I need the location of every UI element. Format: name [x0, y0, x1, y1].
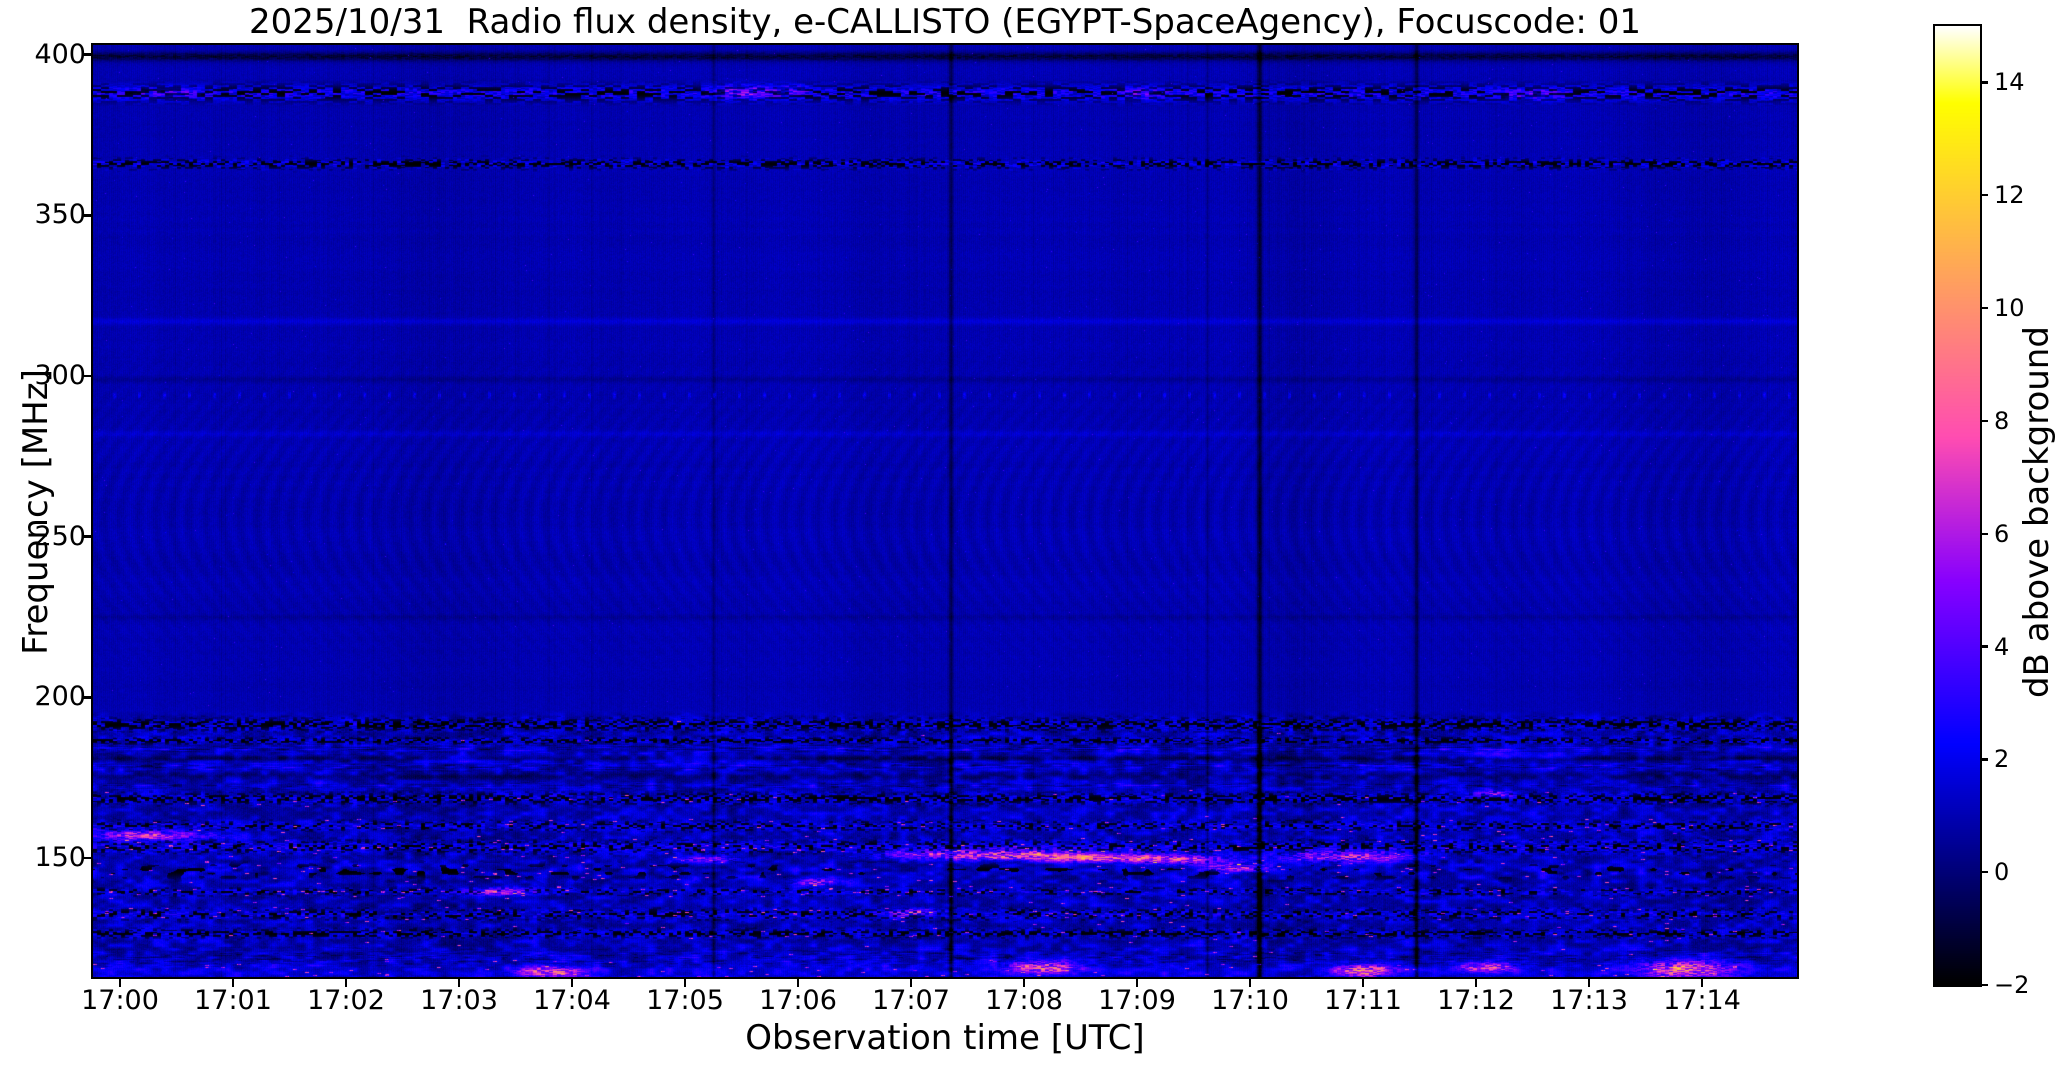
- x-tick-mark: [457, 978, 461, 987]
- colorbar-tick-label: 12: [1994, 181, 2025, 210]
- x-tick-mark: [683, 978, 687, 987]
- y-tick-mark: [82, 374, 91, 378]
- colorbar-tick-mark: [1980, 758, 1988, 761]
- colorbar-tick-mark: [1980, 81, 1988, 84]
- x-tick-label: 17:12: [1437, 985, 1515, 1016]
- x-axis-label: Observation time [UTC]: [745, 1018, 1145, 1058]
- x-tick-mark: [118, 978, 122, 987]
- colorbar-tick-mark: [1980, 983, 1988, 987]
- y-tick-label: 250: [34, 520, 86, 552]
- colorbar-tick-label: 6: [1994, 519, 2010, 548]
- colorbar-tick-label: 8: [1994, 406, 2010, 435]
- x-tick-mark: [796, 978, 800, 987]
- x-tick-label: 17:04: [533, 985, 611, 1016]
- x-tick-mark: [1248, 978, 1252, 987]
- y-tick-label: 300: [34, 360, 86, 392]
- colorbar-tick-label: 2: [1994, 745, 2010, 774]
- y-tick-mark: [82, 535, 91, 538]
- y-tick-label: 200: [34, 681, 86, 713]
- colorbar-tick-mark: [1980, 194, 1988, 197]
- colorbar-tick-mark: [1980, 306, 1988, 310]
- colorbar-canvas: [1933, 24, 1982, 987]
- x-tick-mark: [1700, 978, 1704, 987]
- spectrogram-canvas: [91, 43, 1799, 979]
- colorbar-label: dB above background: [2017, 326, 2057, 698]
- x-tick-label: 17:13: [1550, 985, 1628, 1016]
- x-tick-label: 17:10: [1211, 985, 1289, 1016]
- colorbar-tick-mark: [1980, 532, 1988, 535]
- x-tick-mark: [1361, 978, 1365, 987]
- y-tick-label: 400: [34, 38, 86, 70]
- x-tick-mark: [231, 978, 235, 987]
- x-tick-label: 17:11: [1324, 985, 1402, 1016]
- x-tick-mark: [1474, 978, 1478, 987]
- chart-title: 2025/10/31 Radio flux density, e-CALLIST…: [249, 2, 1641, 42]
- x-tick-mark: [1587, 978, 1591, 987]
- x-tick-label: 17:05: [646, 985, 724, 1016]
- x-tick-label: 17:01: [194, 985, 272, 1016]
- y-tick-label: 350: [34, 199, 86, 231]
- x-tick-mark: [1022, 978, 1026, 987]
- y-tick-mark: [82, 696, 91, 699]
- x-tick-label: 17:00: [81, 985, 159, 1016]
- x-tick-mark: [570, 978, 574, 987]
- x-tick-label: 17:09: [1098, 985, 1176, 1016]
- colorbar-tick-mark: [1980, 419, 1988, 423]
- y-tick-label: 150: [34, 842, 86, 874]
- colorbar-tick-label: 0: [1994, 858, 2010, 887]
- x-tick-mark: [909, 978, 913, 987]
- x-tick-label: 17:02: [307, 985, 385, 1016]
- x-tick-mark: [344, 978, 348, 987]
- colorbar-tick-label: 4: [1994, 632, 2010, 661]
- y-tick-mark: [82, 53, 91, 56]
- x-tick-label: 17:06: [759, 985, 837, 1016]
- colorbar-tick-label: 14: [1994, 68, 2025, 97]
- x-tick-mark: [1135, 978, 1139, 987]
- colorbar-tick-mark: [1980, 870, 1988, 874]
- colorbar-tick-label: −2: [1994, 971, 2030, 999]
- y-tick-mark: [82, 856, 91, 860]
- x-tick-label: 17:03: [420, 985, 498, 1016]
- y-tick-mark: [82, 214, 91, 217]
- colorbar-tick-label: 10: [1994, 294, 2025, 323]
- colorbar-tick-mark: [1980, 645, 1988, 648]
- x-tick-label: 17:07: [872, 985, 950, 1016]
- y-axis-label: Frequency [MHz]: [16, 369, 56, 655]
- x-tick-label: 17:08: [985, 985, 1063, 1016]
- x-tick-label: 17:14: [1663, 985, 1741, 1016]
